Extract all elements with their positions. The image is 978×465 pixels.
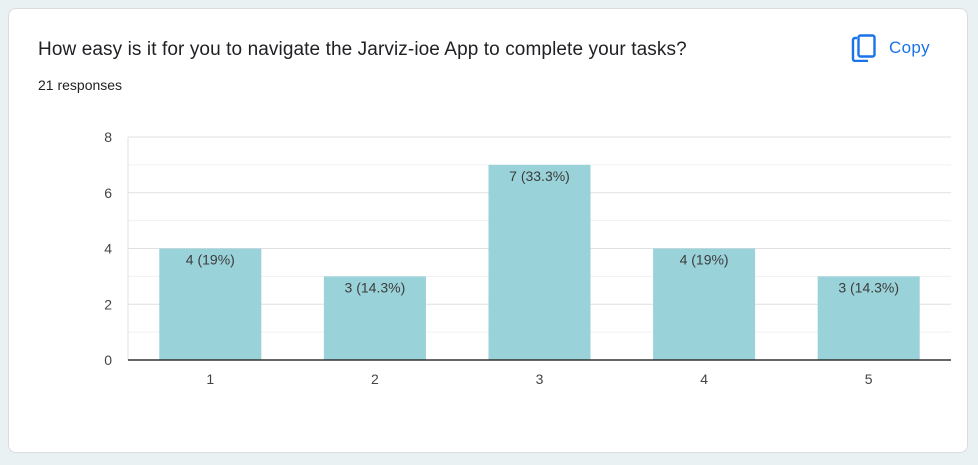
copy-label: Copy: [889, 38, 930, 57]
y-tick-label: 2: [104, 296, 112, 312]
x-tick-label: 1: [206, 371, 214, 387]
bar-data-label: 4 (19%): [186, 252, 235, 268]
bar-data-label: 4 (19%): [680, 252, 729, 268]
bar: [817, 276, 920, 360]
bars: [159, 164, 920, 360]
question-title: How easy is it for you to navigate the J…: [38, 39, 687, 60]
bar-data-label: 3 (14.3%): [838, 279, 899, 295]
question-card: How easy is it for you to navigate the J…: [8, 8, 968, 453]
bar-data-label: 7 (33.3%): [509, 168, 570, 184]
y-tick-label: 8: [104, 129, 112, 145]
x-tick-label: 3: [536, 371, 544, 387]
bar: [323, 276, 426, 360]
x-tick-label: 5: [865, 371, 873, 387]
copy-icon: [851, 34, 876, 62]
bar-data-label: 3 (14.3%): [345, 279, 406, 295]
x-tick-label: 4: [700, 371, 708, 387]
bar: [653, 248, 756, 360]
data-labels: 4 (19%) 3 (14.3%) 7 (33.3%) 4 (19%) 3 (14.3%…: [186, 168, 899, 296]
x-tick-label: 2: [371, 371, 379, 387]
y-tick-label: 4: [104, 241, 112, 257]
copy-button[interactable]: Copy: [845, 31, 936, 65]
y-tick-label: 0: [104, 352, 112, 368]
axes: 0 2 4 6 8 1 2 3 4 5: [104, 129, 951, 387]
bar: [488, 164, 591, 360]
response-count: 21 responses: [38, 77, 123, 93]
bar: [159, 248, 262, 360]
y-tick-label: 6: [104, 185, 112, 201]
